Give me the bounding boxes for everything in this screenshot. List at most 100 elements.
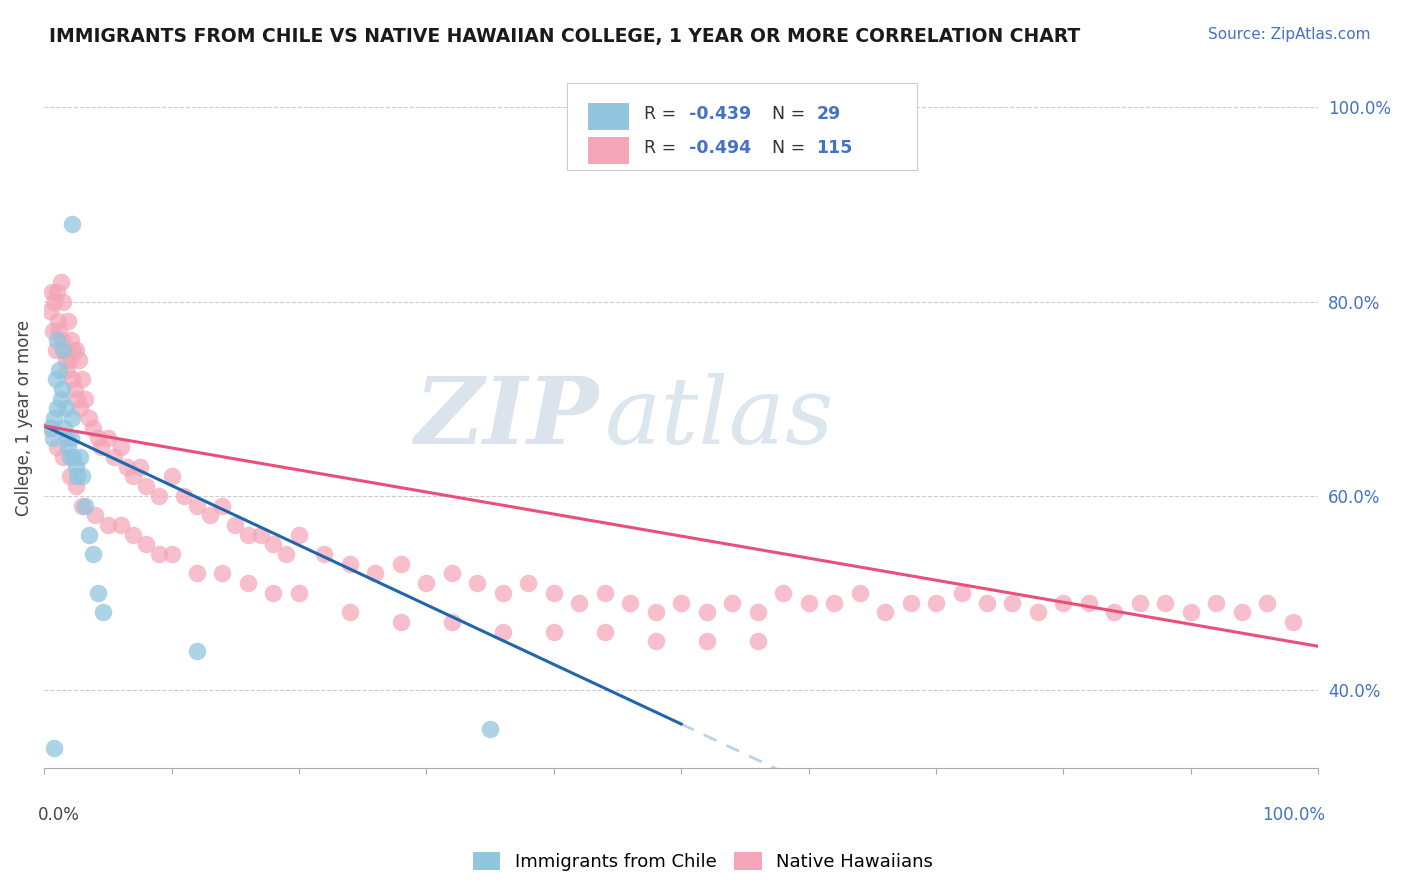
Text: Source: ZipAtlas.com: Source: ZipAtlas.com <box>1208 27 1371 42</box>
Point <box>1052 596 1074 610</box>
Point <box>110 440 132 454</box>
Point <box>1230 605 1253 619</box>
Point <box>1154 596 1177 610</box>
Point <box>41 285 63 299</box>
Point <box>122 469 145 483</box>
Point <box>186 499 208 513</box>
Point <box>288 586 311 600</box>
Point <box>39 304 62 318</box>
Point <box>58 440 80 454</box>
Point <box>55 401 77 416</box>
Point <box>696 605 718 619</box>
Point <box>44 741 66 756</box>
Point <box>186 566 208 581</box>
Point <box>122 527 145 541</box>
Point <box>52 450 75 464</box>
Text: 29: 29 <box>817 105 841 123</box>
Text: 100.0%: 100.0% <box>1261 806 1324 824</box>
Point <box>77 411 100 425</box>
Point <box>44 294 66 309</box>
Point <box>52 294 75 309</box>
Point <box>58 469 80 483</box>
Point <box>86 431 108 445</box>
Point <box>115 459 138 474</box>
Point <box>389 615 412 629</box>
Text: ZIP: ZIP <box>415 373 599 463</box>
Point <box>69 401 91 416</box>
Point <box>772 586 794 600</box>
Point <box>440 566 463 581</box>
Point <box>249 527 271 541</box>
Point <box>339 557 361 571</box>
Point <box>69 450 91 464</box>
Point <box>696 634 718 648</box>
Point <box>45 285 67 299</box>
Point <box>415 576 437 591</box>
Point <box>1077 596 1099 610</box>
Legend: Immigrants from Chile, Native Hawaiians: Immigrants from Chile, Native Hawaiians <box>465 845 941 879</box>
Point <box>56 431 79 445</box>
Point <box>86 586 108 600</box>
Point <box>644 605 666 619</box>
Point <box>72 499 94 513</box>
Point <box>52 343 75 358</box>
Point <box>211 566 233 581</box>
Point <box>492 624 515 639</box>
Point <box>48 362 70 376</box>
Point <box>823 596 845 610</box>
Point <box>593 586 616 600</box>
Point <box>73 392 96 406</box>
Point <box>1104 605 1126 619</box>
Point <box>53 343 76 358</box>
Point <box>72 372 94 386</box>
Point <box>900 596 922 610</box>
Point <box>543 624 565 639</box>
Point <box>593 624 616 639</box>
Point <box>173 489 195 503</box>
Point <box>63 382 86 396</box>
Point <box>465 576 488 591</box>
Point <box>669 596 692 610</box>
Point <box>58 314 80 328</box>
Point <box>644 634 666 648</box>
Point <box>60 217 83 231</box>
Text: 0.0%: 0.0% <box>38 806 80 824</box>
Point <box>62 450 84 464</box>
Point <box>440 615 463 629</box>
Text: N =: N = <box>772 138 810 156</box>
Point <box>59 431 82 445</box>
Point <box>747 634 769 648</box>
Point <box>543 586 565 600</box>
Point <box>262 586 284 600</box>
Text: N =: N = <box>772 105 810 123</box>
Point <box>84 508 107 523</box>
Point <box>314 547 336 561</box>
Point <box>45 401 67 416</box>
Point <box>60 372 83 386</box>
Text: -0.494: -0.494 <box>689 138 751 156</box>
Point <box>82 547 104 561</box>
Point <box>55 352 77 367</box>
Text: R =: R = <box>644 138 682 156</box>
Point <box>262 537 284 551</box>
Point <box>58 450 80 464</box>
Point <box>128 459 150 474</box>
Point <box>148 489 170 503</box>
Point <box>211 499 233 513</box>
Point <box>53 421 76 435</box>
Point <box>39 421 62 435</box>
Point <box>1256 596 1278 610</box>
Point <box>67 352 90 367</box>
Point <box>276 547 298 561</box>
Point <box>42 324 65 338</box>
Point <box>479 722 502 736</box>
Point <box>45 372 67 386</box>
Text: atlas: atlas <box>605 373 834 463</box>
Point <box>90 440 112 454</box>
Point <box>721 596 744 610</box>
Point <box>91 605 114 619</box>
Point <box>236 527 259 541</box>
Point <box>160 547 183 561</box>
Point <box>148 547 170 561</box>
Point <box>65 343 87 358</box>
